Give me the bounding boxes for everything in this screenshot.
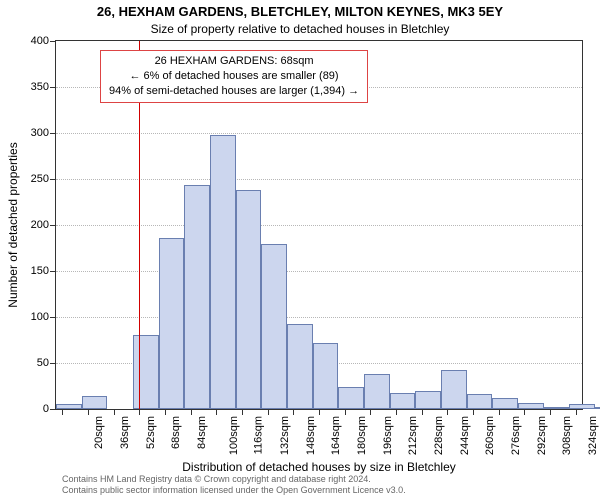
x-tick-mark [114, 410, 115, 415]
info-line-2: ← 6% of detached houses are smaller (89) [109, 69, 359, 84]
x-tick-label: 132sqm [279, 416, 291, 455]
x-tick-mark [576, 410, 577, 415]
histogram-bar [82, 396, 108, 409]
y-tick-label: 150 [31, 265, 49, 277]
credit-line-2: Contains public sector information licen… [62, 485, 406, 496]
x-tick-mark [499, 410, 500, 415]
page-subtitle: Size of property relative to detached ho… [0, 22, 600, 36]
histogram-bar [184, 185, 210, 409]
x-tick-label: 36sqm [119, 416, 131, 449]
x-tick-label: 212sqm [407, 416, 419, 455]
histogram-bar [236, 190, 262, 409]
x-tick-mark [422, 410, 423, 415]
x-tick-label: 276sqm [510, 416, 522, 455]
x-tick-label: 324sqm [587, 416, 599, 455]
x-tick-mark [370, 410, 371, 415]
x-tick-mark [268, 410, 269, 415]
x-tick-mark [473, 410, 474, 415]
x-tick-mark [293, 410, 294, 415]
x-tick-label: 148sqm [305, 416, 317, 455]
x-tick-mark [524, 410, 525, 415]
x-tick-label: 180sqm [356, 416, 368, 455]
x-tick-label: 52sqm [145, 416, 157, 449]
histogram-bar [287, 324, 313, 409]
x-tick-label: 292sqm [536, 416, 548, 455]
info-box: 26 HEXHAM GARDENS: 68sqm ← 6% of detache… [100, 50, 368, 103]
y-tick-label: 50 [37, 357, 49, 369]
x-tick-label: 20sqm [93, 416, 105, 449]
x-tick-mark [88, 410, 89, 415]
x-tick-label: 244sqm [459, 416, 471, 455]
y-tick-label: 300 [31, 127, 49, 139]
y-tick-label: 400 [31, 35, 49, 47]
credit-text: Contains HM Land Registry data © Crown c… [62, 474, 406, 497]
histogram-bar [569, 404, 595, 409]
histogram-bar [492, 398, 518, 409]
x-tick-mark [319, 410, 320, 415]
histogram-bar [56, 404, 82, 409]
histogram-bar [415, 391, 441, 409]
x-tick-mark [550, 410, 551, 415]
x-axis-label: Distribution of detached houses by size … [55, 460, 583, 474]
x-axis: Distribution of detached houses by size … [55, 410, 583, 460]
gridline [56, 271, 582, 272]
x-tick-label: 228sqm [433, 416, 445, 455]
info-line-3: 94% of semi-detached houses are larger (… [109, 84, 359, 99]
histogram-bar [467, 394, 493, 409]
x-tick-mark [165, 410, 166, 415]
y-tick-label: 350 [31, 81, 49, 93]
x-tick-mark [62, 410, 63, 415]
histogram-bar [338, 387, 364, 409]
x-tick-label: 260sqm [484, 416, 496, 455]
histogram-bar [133, 335, 159, 409]
y-tick-label: 250 [31, 173, 49, 185]
gridline [56, 225, 582, 226]
histogram-bar [210, 135, 236, 409]
histogram-bar [390, 393, 416, 409]
x-tick-mark [242, 410, 243, 415]
x-tick-mark [139, 410, 140, 415]
x-tick-label: 196sqm [382, 416, 394, 455]
y-tick-label: 100 [31, 311, 49, 323]
credit-line-1: Contains HM Land Registry data © Crown c… [62, 474, 406, 485]
info-line-1: 26 HEXHAM GARDENS: 68sqm [109, 54, 359, 69]
gridline [56, 179, 582, 180]
histogram-bar [364, 374, 390, 409]
x-tick-mark [396, 410, 397, 415]
y-tick-label: 200 [31, 219, 49, 231]
x-tick-label: 308sqm [561, 416, 573, 455]
page-title: 26, HEXHAM GARDENS, BLETCHLEY, MILTON KE… [0, 4, 600, 19]
x-tick-label: 116sqm [253, 416, 265, 454]
x-tick-mark [345, 410, 346, 415]
y-axis: 050100150200250300350400 [0, 40, 55, 410]
histogram-bar [595, 407, 600, 409]
y-tick-label: 0 [43, 403, 49, 415]
x-tick-mark [216, 410, 217, 415]
histogram-bar [159, 238, 185, 409]
gridline [56, 133, 582, 134]
x-tick-label: 68sqm [170, 416, 182, 449]
x-tick-mark [191, 410, 192, 415]
histogram-bar [544, 407, 570, 409]
gridline [56, 317, 582, 318]
histogram-bar [313, 343, 339, 409]
x-tick-label: 164sqm [330, 416, 342, 455]
histogram-bar [518, 403, 544, 409]
histogram-bar [261, 244, 287, 409]
histogram-bar [441, 370, 467, 409]
x-tick-mark [447, 410, 448, 415]
x-tick-label: 84sqm [196, 416, 208, 449]
x-tick-label: 100sqm [228, 416, 240, 455]
